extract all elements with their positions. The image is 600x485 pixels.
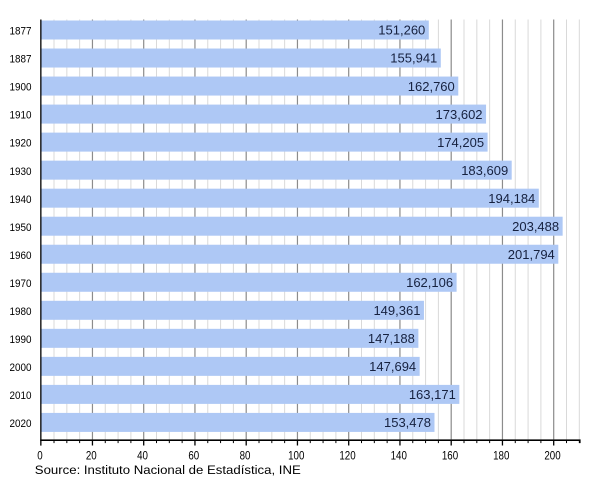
svg-text:1960: 1960: [10, 250, 32, 262]
svg-text:174,205: 174,205: [437, 135, 484, 150]
svg-text:151,260: 151,260: [378, 23, 425, 38]
svg-text:183,609: 183,609: [461, 163, 508, 178]
svg-text:163,171: 163,171: [409, 387, 456, 402]
svg-text:1930: 1930: [10, 166, 32, 178]
svg-text:1910: 1910: [10, 110, 32, 122]
svg-text:173,602: 173,602: [436, 107, 483, 122]
svg-text:1990: 1990: [10, 334, 32, 346]
svg-text:149,361: 149,361: [373, 303, 420, 318]
svg-text:80: 80: [240, 449, 251, 462]
svg-text:40: 40: [137, 449, 148, 462]
svg-text:1920: 1920: [10, 138, 32, 150]
svg-text:1950: 1950: [10, 222, 32, 234]
svg-text:153,478: 153,478: [384, 415, 431, 430]
svg-text:201,794: 201,794: [508, 247, 555, 262]
svg-text:0: 0: [37, 449, 42, 462]
svg-text:120: 120: [339, 449, 355, 462]
svg-text:60: 60: [188, 449, 199, 462]
svg-text:Source: Instituto Nacional de: Source: Instituto Nacional de Estadístic…: [35, 463, 301, 477]
svg-text:162,760: 162,760: [408, 79, 455, 94]
svg-text:147,188: 147,188: [368, 331, 415, 346]
svg-text:20: 20: [86, 449, 97, 462]
svg-text:203,488: 203,488: [512, 219, 559, 234]
svg-text:147,694: 147,694: [369, 359, 416, 374]
svg-text:100: 100: [288, 449, 304, 462]
svg-text:200: 200: [544, 449, 560, 462]
svg-text:140: 140: [391, 449, 407, 462]
svg-text:160: 160: [442, 449, 458, 462]
svg-text:2000: 2000: [10, 362, 32, 374]
svg-text:1887: 1887: [10, 54, 32, 66]
svg-text:1940: 1940: [10, 194, 32, 206]
svg-text:1980: 1980: [10, 306, 32, 318]
svg-text:1970: 1970: [10, 278, 32, 290]
svg-text:2010: 2010: [10, 390, 32, 402]
svg-text:2020: 2020: [10, 418, 32, 430]
svg-text:155,941: 155,941: [390, 51, 437, 66]
svg-text:1900: 1900: [10, 82, 32, 94]
svg-text:1877: 1877: [10, 26, 32, 38]
svg-text:194,184: 194,184: [488, 191, 535, 206]
svg-text:162,106: 162,106: [406, 275, 453, 290]
svg-text:180: 180: [493, 449, 509, 462]
